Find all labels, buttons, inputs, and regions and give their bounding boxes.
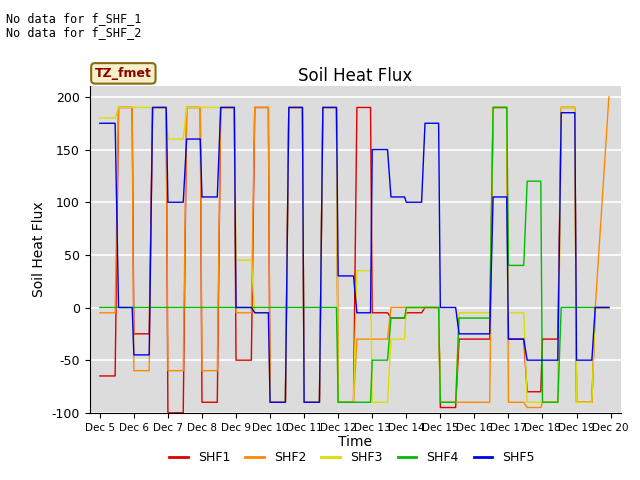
Text: TZ_fmet: TZ_fmet bbox=[95, 67, 152, 80]
Legend: SHF1, SHF2, SHF3, SHF4, SHF5: SHF1, SHF2, SHF3, SHF4, SHF5 bbox=[164, 446, 540, 469]
Y-axis label: Soil Heat Flux: Soil Heat Flux bbox=[32, 202, 46, 298]
Text: No data for f_SHF_2: No data for f_SHF_2 bbox=[6, 26, 142, 39]
Title: Soil Heat Flux: Soil Heat Flux bbox=[298, 67, 412, 85]
Text: No data for f_SHF_1: No data for f_SHF_1 bbox=[6, 12, 142, 25]
X-axis label: Time: Time bbox=[338, 435, 372, 449]
